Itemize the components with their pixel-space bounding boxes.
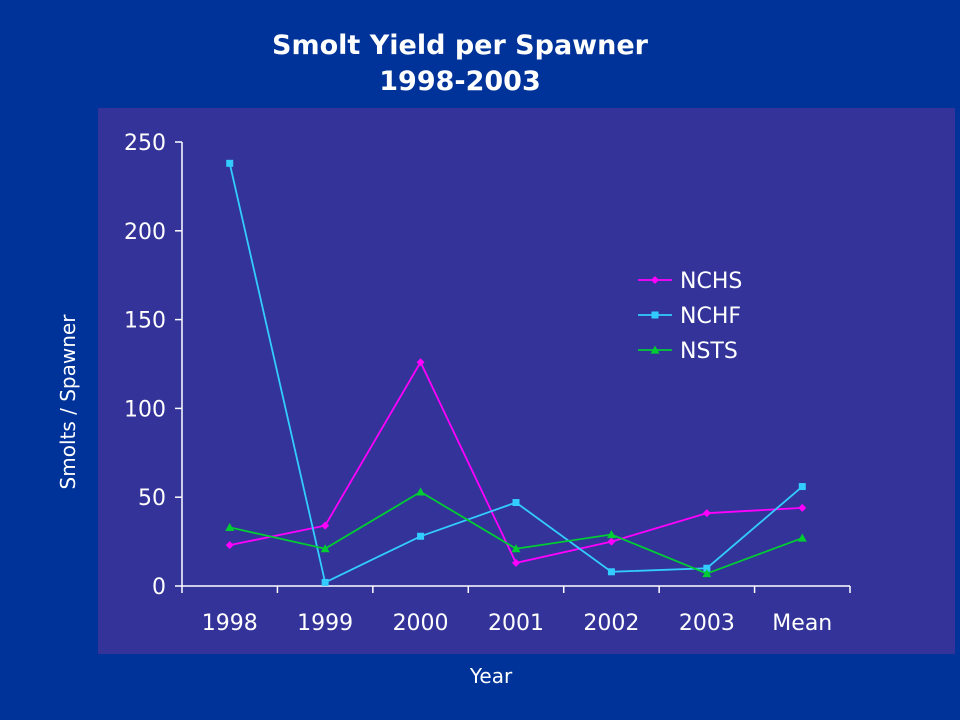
data-point-nchf [798, 483, 806, 491]
data-point-nchs [321, 521, 330, 530]
legend-marker-nsts [650, 345, 660, 354]
data-point-nsts [416, 487, 426, 496]
data-point-nsts [606, 529, 616, 539]
line-chart: 0 50 100 150 200 250 1998 1999 2000 2001 2002 2003 M… [124, 131, 851, 636]
y-tick-label: 250 [124, 131, 166, 156]
data-point-nchf [321, 578, 329, 586]
x-tick-label: Mean [772, 611, 832, 636]
x-tick-label: 2003 [679, 611, 735, 636]
legend-marker-nchf [651, 311, 659, 319]
data-point-nchs [416, 358, 425, 367]
data-point-nchf [703, 564, 711, 572]
data-point-nchf [607, 568, 615, 576]
data-point-nchs [798, 503, 807, 512]
data-point-nsts [320, 544, 330, 553]
y-tick-label: 0 [152, 575, 166, 600]
data-point-nsts [225, 522, 235, 531]
data-point-nchs [607, 537, 616, 546]
x-axis-label: Year [469, 664, 513, 688]
data-point-nchs [702, 509, 711, 518]
data-point-nsts [797, 533, 807, 542]
data-point-nchf [417, 532, 425, 540]
legend-label-nchs: NCHS [680, 269, 742, 294]
data-point-nsts [511, 544, 521, 553]
x-tick-label: 1999 [297, 611, 353, 636]
y-axis-label: Smolts / Spawner [56, 314, 80, 490]
legend-label-nsts: NSTS [680, 339, 738, 364]
chart-title: Smolt Yield per Spawner [272, 30, 648, 61]
data-point-nchf [512, 499, 520, 507]
x-tick-label: 1998 [202, 611, 258, 636]
y-tick-label: 50 [138, 486, 166, 511]
x-tick-label: 2000 [393, 611, 449, 636]
data-point-nchs [512, 558, 520, 567]
plot-area: 0 50 100 150 200 250 1998 1999 2000 2001 2002 2003 M… [98, 108, 955, 654]
data-point-nchs [225, 541, 234, 550]
y-tick-label: 100 [124, 397, 166, 422]
data-point-nchf [226, 159, 234, 167]
data-point-nsts [702, 569, 712, 578]
chart-subtitle: 1998-2003 [379, 66, 541, 97]
legend-marker-nchs [651, 276, 659, 284]
series-line-nchs [229, 360, 803, 564]
x-tick-label: 2001 [488, 611, 544, 636]
series-line-nchf [228, 163, 803, 584]
y-tick-label: 200 [124, 220, 166, 245]
y-tick-label: 150 [124, 309, 166, 334]
legend-label-nchf: NCHF [680, 304, 741, 329]
x-tick-label: 2002 [583, 611, 639, 636]
